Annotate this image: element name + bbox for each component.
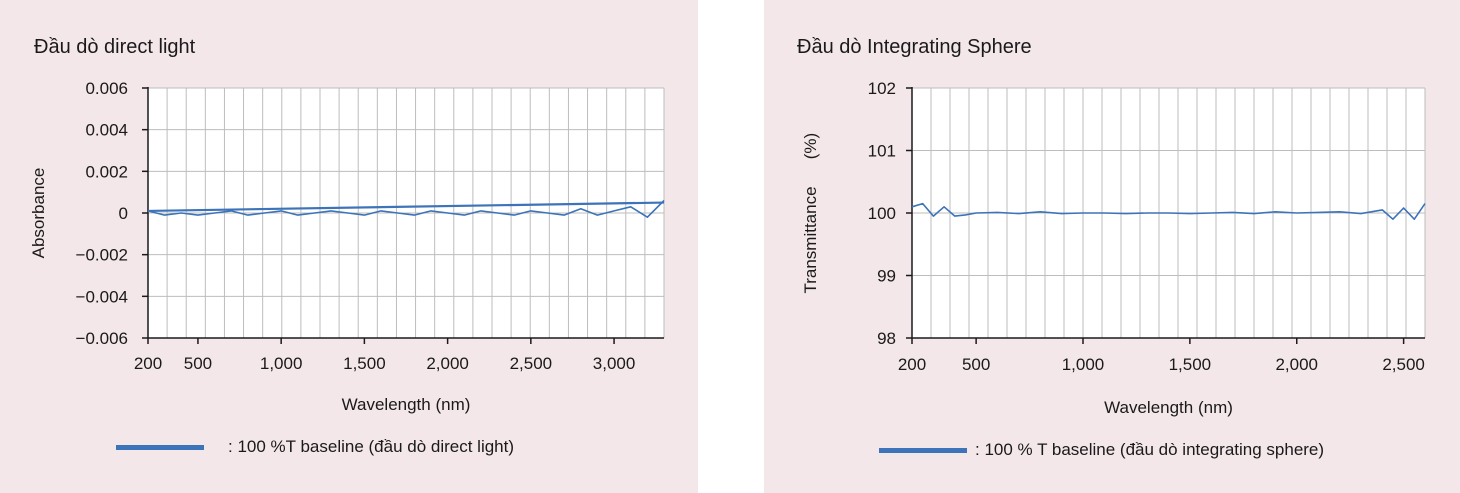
y-tick-label: 98 bbox=[877, 329, 896, 348]
chart-title: Đầu dò direct light bbox=[34, 36, 196, 58]
y-tick-label: 0.002 bbox=[85, 162, 128, 181]
series-line-trend bbox=[147, 201, 665, 213]
x-tick-label: 1,000 bbox=[1062, 355, 1105, 374]
x-tick-label: 3,000 bbox=[593, 354, 636, 373]
y-tick-label: 102 bbox=[868, 79, 896, 98]
x-tick-label: 200 bbox=[134, 354, 162, 373]
y-tick-label: 99 bbox=[877, 267, 896, 286]
y-tick-label: 0.004 bbox=[85, 121, 128, 140]
absorbance-chart: 0.006 0.004 0.002 0 −0.002 −0.004 −0.006 200 500… bbox=[29, 79, 665, 414]
y-tick-label: −0.002 bbox=[76, 246, 128, 265]
legend-label: : 100 %T baseline (đầu dò direct light) bbox=[228, 437, 515, 456]
y-tick-label: −0.006 bbox=[76, 329, 128, 348]
legend-line-swatch bbox=[879, 447, 967, 453]
series-line bbox=[911, 202, 1426, 220]
x-tick-label: 500 bbox=[184, 354, 212, 373]
x-tick-label: 2,500 bbox=[1382, 355, 1425, 374]
x-tick-label: 500 bbox=[962, 355, 990, 374]
chart-panel-integrating-sphere: Đầu dò Integrating Sphere 102 101 100 99 98 2… bbox=[764, 0, 1460, 493]
x-tick-label: 1,500 bbox=[343, 354, 386, 373]
y-axis-label: Absorbance bbox=[29, 168, 48, 259]
x-tick-label: 1,500 bbox=[1169, 355, 1212, 374]
y-tick-label: 101 bbox=[868, 142, 896, 161]
chart-panel-direct-light: Đầu dò direct light 0.006 0.004 0.002 0 −0.0… bbox=[0, 0, 698, 493]
x-tick-label: 2,000 bbox=[426, 354, 469, 373]
legend-line-swatch bbox=[116, 444, 204, 450]
series-line bbox=[147, 199, 665, 218]
x-tick-label: 2,500 bbox=[510, 354, 553, 373]
y-tick-label: −0.004 bbox=[76, 287, 128, 306]
y-axis-unit: (%) bbox=[801, 133, 820, 159]
y-axis-label: Transmittance bbox=[801, 186, 820, 293]
x-axis-label: Wavelength (nm) bbox=[1104, 398, 1233, 417]
chart-title: Đầu dò Integrating Sphere bbox=[797, 36, 1032, 58]
y-tick-label: 100 bbox=[868, 204, 896, 223]
legend: : 100 %T baseline (đầu dò direct light) bbox=[116, 437, 514, 457]
x-tick-label: 2,000 bbox=[1275, 355, 1318, 374]
x-tick-label: 1,000 bbox=[260, 354, 303, 373]
x-tick-label: 200 bbox=[898, 355, 926, 374]
y-tick-label: 0 bbox=[119, 204, 128, 223]
y-tick-label: 0.006 bbox=[85, 79, 128, 98]
legend-label: : 100 % T baseline (đầu dò integrating s… bbox=[975, 440, 1325, 459]
legend: : 100 % T baseline (đầu dò integrating s… bbox=[879, 440, 1324, 460]
x-axis-label: Wavelength (nm) bbox=[342, 395, 471, 414]
